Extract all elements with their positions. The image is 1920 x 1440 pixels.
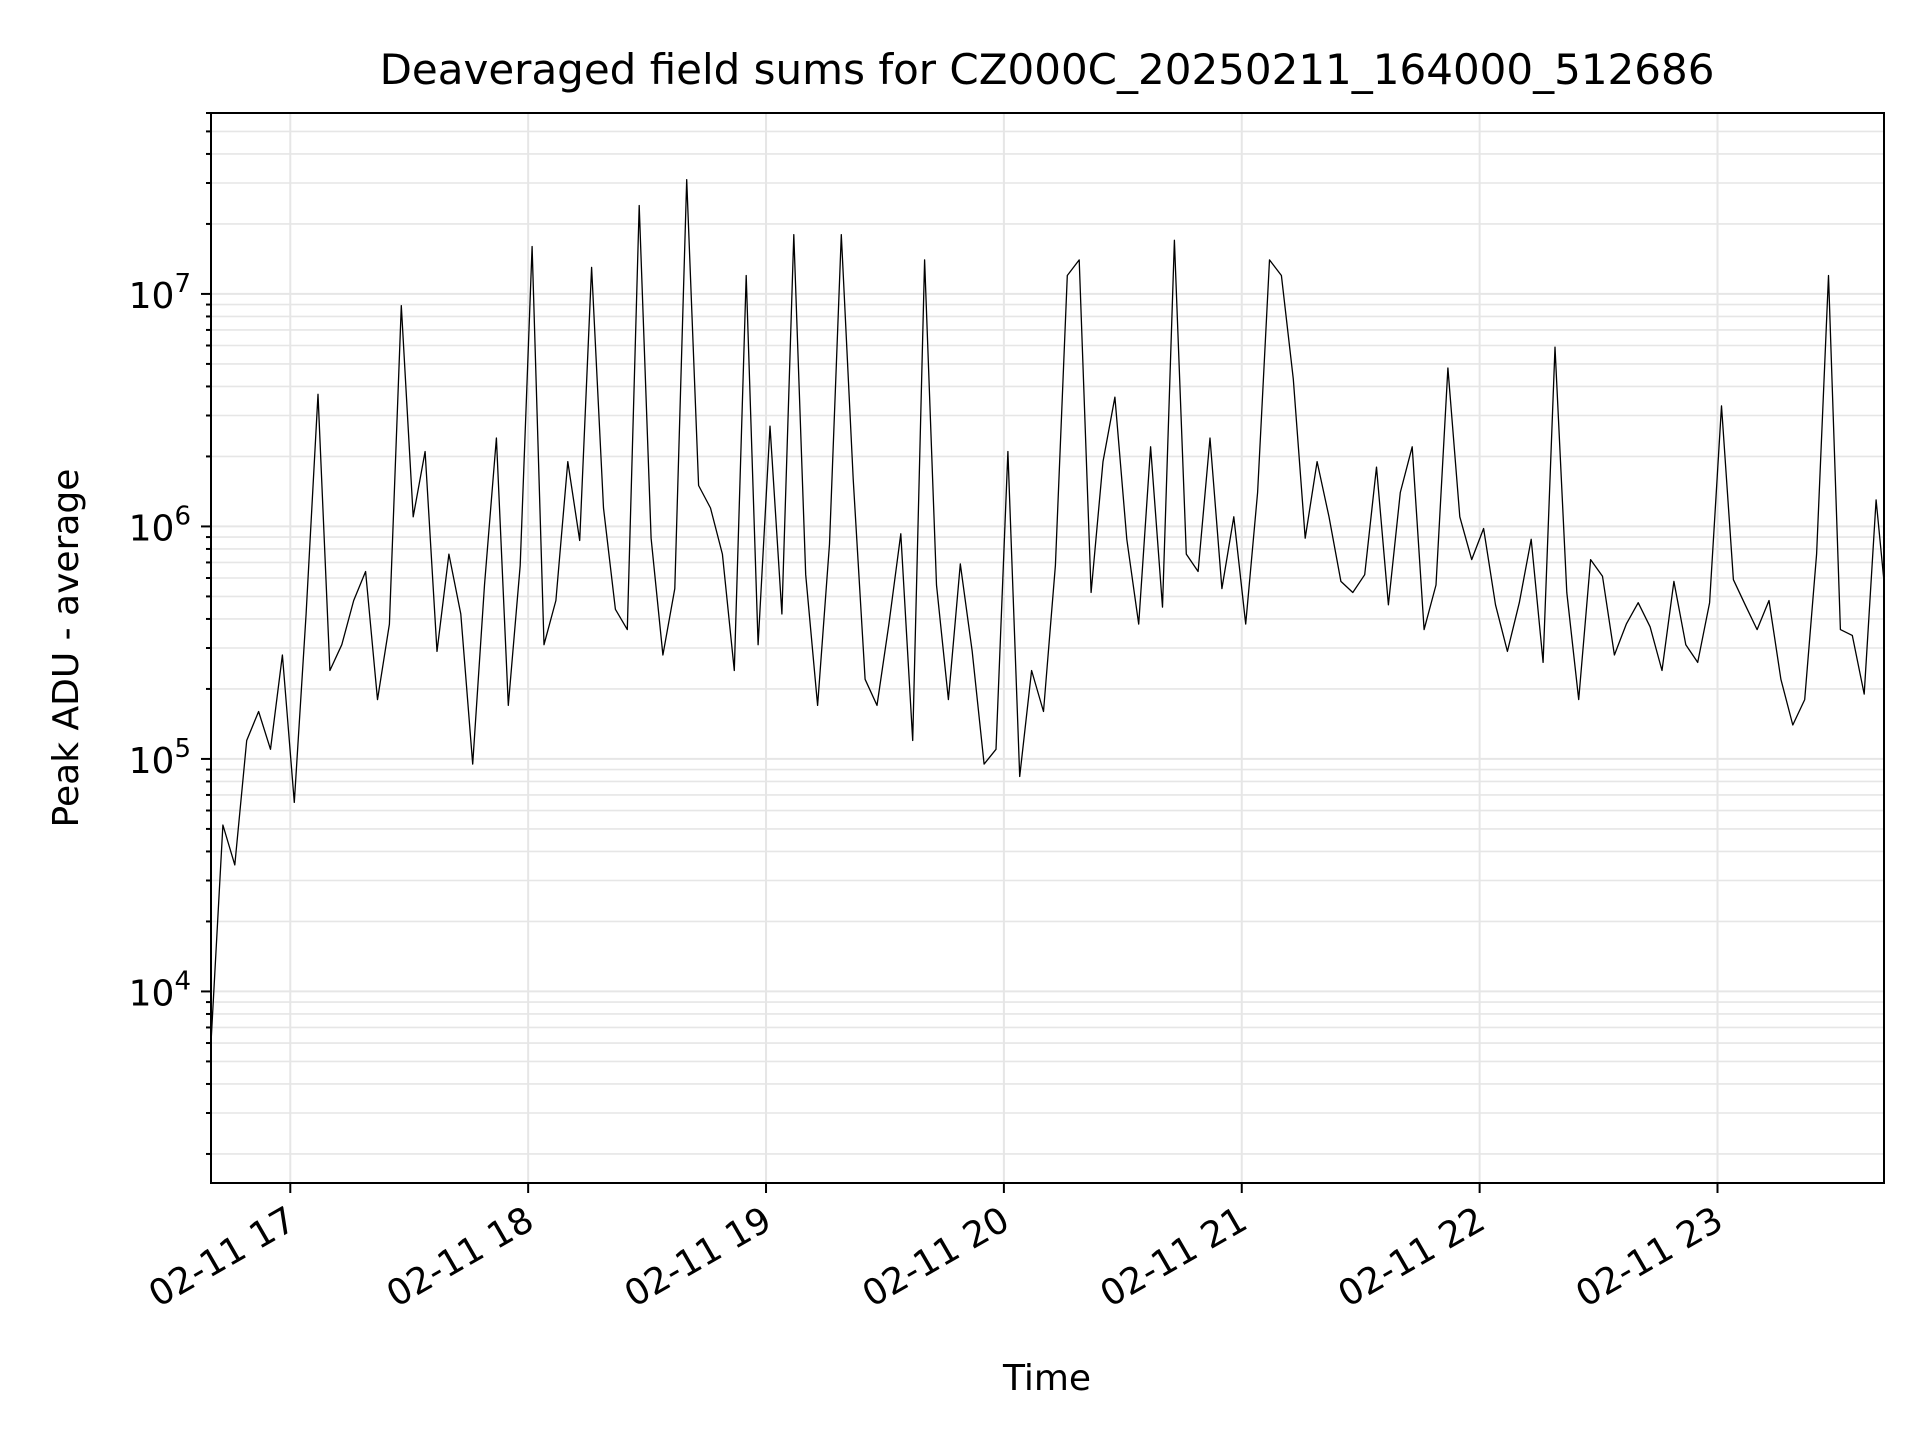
y-tick-label: 106 [129,501,191,549]
chart-title: Deaveraged field sums for CZ000C_2025021… [380,45,1715,94]
y-tick-label-base: 10 [129,973,175,1014]
y-tick-label: 104 [129,966,191,1014]
y-tick-label-exponent: 5 [174,734,191,764]
y-tick-label: 105 [129,734,191,782]
x-axis-label: Time [1002,1358,1091,1399]
y-tick-label-base: 10 [129,741,175,782]
y-tick-label-base: 10 [129,508,175,549]
y-tick-label-base: 10 [129,276,175,317]
gridlines [211,112,1884,1183]
y-tick-label-exponent: 4 [174,966,191,996]
y-tick-label: 107 [129,269,191,317]
y-tick-label-exponent: 6 [174,501,191,531]
y-axis-label: Peak ADU - average [46,469,87,828]
y-tick-label-exponent: 7 [174,269,191,299]
